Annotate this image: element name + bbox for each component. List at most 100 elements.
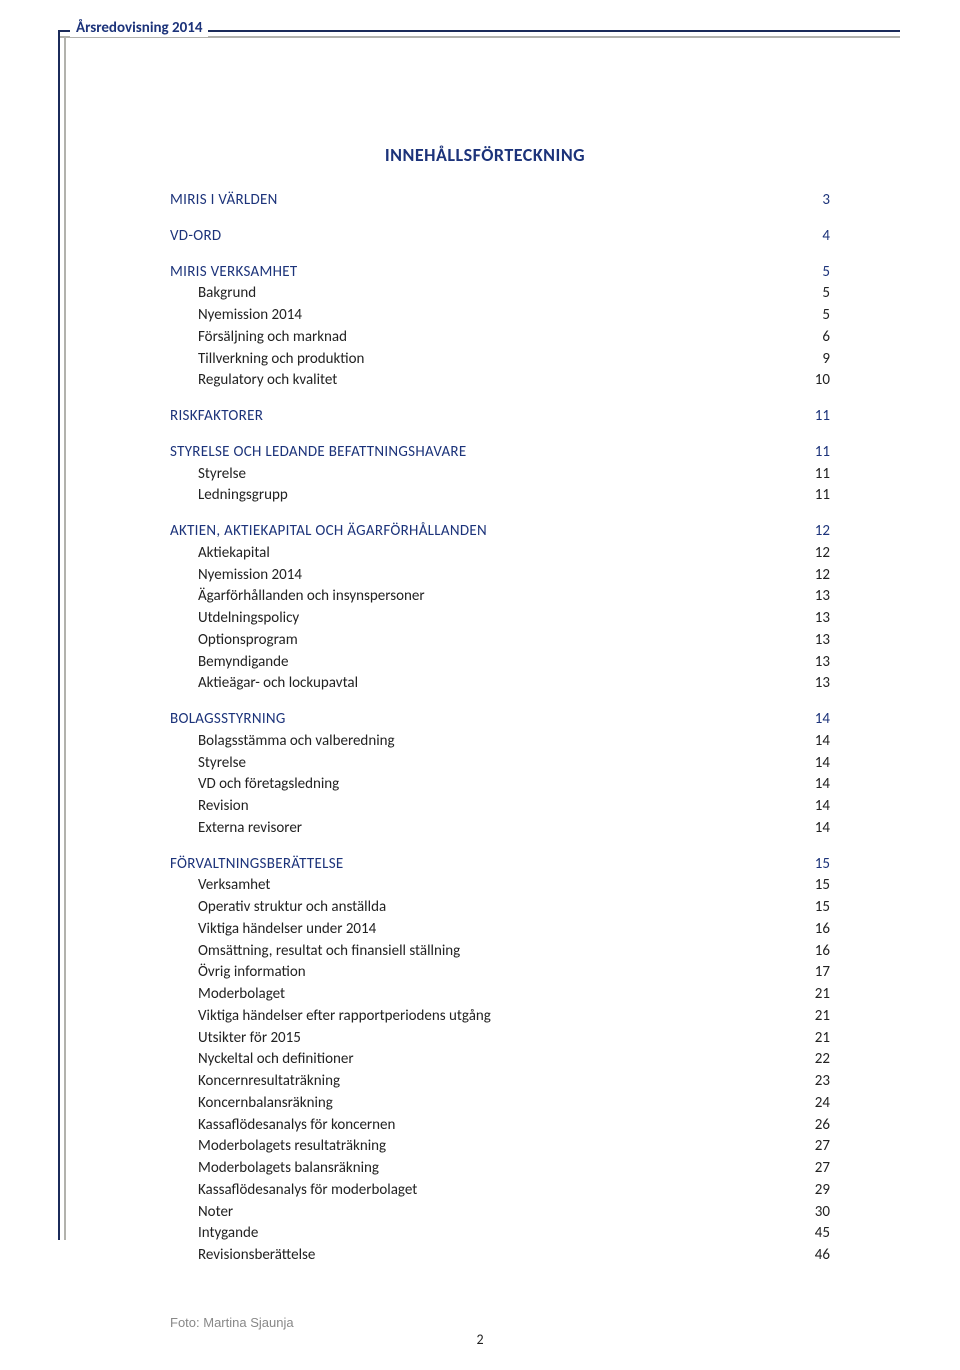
toc-item-row[interactable]: VD och företagsledning14	[170, 774, 830, 796]
toc-heading-label: VD-ORD	[170, 226, 794, 248]
toc-item-label: Bakgrund	[170, 283, 794, 305]
header-rule: Årsredovisning 2014	[58, 30, 900, 38]
toc-item-row[interactable]: Moderbolagets resultaträkning27	[170, 1136, 830, 1158]
toc-item-row[interactable]: Moderbolaget21	[170, 984, 830, 1006]
toc-item-label: Revisionsberättelse	[170, 1245, 794, 1267]
toc-heading-row[interactable]: RISKFAKTORER11	[170, 406, 830, 428]
toc-item-row[interactable]: Nyemission 201412	[170, 565, 830, 587]
toc-item-page: 30	[794, 1202, 830, 1224]
toc-item-row[interactable]: Revision14	[170, 796, 830, 818]
toc-item-row[interactable]: Utsikter för 201521	[170, 1028, 830, 1050]
page-number: 2	[0, 1331, 960, 1348]
toc-heading-label: FÖRVALTNINGSBERÄTTELSE	[170, 854, 794, 876]
toc-item-row[interactable]: Moderbolagets balansräkning27	[170, 1158, 830, 1180]
toc-item-page: 21	[794, 1006, 830, 1028]
toc-item-row[interactable]: Nyemission 20145	[170, 305, 830, 327]
toc-item-row[interactable]: Koncernbalansräkning24	[170, 1093, 830, 1115]
toc-item-label: Kassaflödesanalys för koncernen	[170, 1115, 794, 1137]
toc-item-page: 27	[794, 1158, 830, 1180]
toc-item-page: 13	[794, 630, 830, 652]
toc-item-label: Operativ struktur och anställda	[170, 897, 794, 919]
toc-item-page: 5	[794, 283, 830, 305]
toc-item-label: Nyemission 2014	[170, 305, 794, 327]
toc-heading-label: RISKFAKTORER	[170, 406, 794, 428]
toc-item-row[interactable]: Omsättning, resultat och finansiell stäl…	[170, 941, 830, 963]
toc-item-row[interactable]: Aktieägar- och lockupavtal13	[170, 673, 830, 695]
toc-heading-page: 4	[794, 226, 830, 248]
toc-item-row[interactable]: Aktiekapital12	[170, 543, 830, 565]
toc-item-row[interactable]: Ägarförhållanden och insynspersoner13	[170, 586, 830, 608]
toc-item-row[interactable]: Optionsprogram13	[170, 630, 830, 652]
toc-item-label: Koncernbalansräkning	[170, 1093, 794, 1115]
toc-item-page: 6	[794, 327, 830, 349]
toc-heading-row[interactable]: AKTIEN, AKTIEKAPITAL OCH ÄGARFÖRHÅLLANDE…	[170, 521, 830, 543]
toc-heading-row[interactable]: STYRELSE OCH LEDANDE BEFATTNINGSHAVARE11	[170, 442, 830, 464]
header-title: Årsredovisning 2014	[76, 19, 202, 37]
toc-item-row[interactable]: Noter30	[170, 1202, 830, 1224]
toc-item-page: 16	[794, 919, 830, 941]
toc-item-label: Koncernresultaträkning	[170, 1071, 794, 1093]
toc-heading-row[interactable]: BOLAGSSTYRNING14	[170, 709, 830, 731]
toc-item-page: 29	[794, 1180, 830, 1202]
toc-item-label: Aktieägar- och lockupavtal	[170, 673, 794, 695]
toc-item-label: Övrig information	[170, 962, 794, 984]
toc-item-label: Försäljning och marknad	[170, 327, 794, 349]
toc-item-row[interactable]: Koncernresultaträkning23	[170, 1071, 830, 1093]
toc-heading-row[interactable]: MIRIS VERKSAMHET5	[170, 262, 830, 284]
toc-item-page: 16	[794, 941, 830, 963]
toc-item-row[interactable]: Viktiga händelser under 201416	[170, 919, 830, 941]
toc-item-label: Utsikter för 2015	[170, 1028, 794, 1050]
toc-item-label: Bemyndigande	[170, 652, 794, 674]
toc-item-page: 9	[794, 349, 830, 371]
toc-item-label: Utdelningspolicy	[170, 608, 794, 630]
toc-item-page: 10	[794, 370, 830, 392]
toc-item-row[interactable]: Viktiga händelser efter rapportperiodens…	[170, 1006, 830, 1028]
toc-item-page: 15	[794, 897, 830, 919]
toc-item-row[interactable]: Operativ struktur och anställda15	[170, 897, 830, 919]
toc-item-label: Omsättning, resultat och finansiell stäl…	[170, 941, 794, 963]
toc-section: RISKFAKTORER11	[170, 406, 830, 428]
toc-heading-label: AKTIEN, AKTIEKAPITAL OCH ÄGARFÖRHÅLLANDE…	[170, 521, 794, 543]
photo-credit: Foto: Martina Sjaunja	[170, 1315, 830, 1330]
toc-item-row[interactable]: Ledningsgrupp11	[170, 485, 830, 507]
toc-item-row[interactable]: Övrig information17	[170, 962, 830, 984]
toc-item-label: Styrelse	[170, 753, 794, 775]
toc-item-label: Revision	[170, 796, 794, 818]
toc-item-row[interactable]: Regulatory och kvalitet10	[170, 370, 830, 392]
toc-heading-label: MIRIS I VÄRLDEN	[170, 190, 794, 212]
toc-item-row[interactable]: Utdelningspolicy13	[170, 608, 830, 630]
toc-heading-row[interactable]: FÖRVALTNINGSBERÄTTELSE15	[170, 854, 830, 876]
toc-item-row[interactable]: Kassaflödesanalys för koncernen26	[170, 1115, 830, 1137]
toc-item-row[interactable]: Kassaflödesanalys för moderbolaget29	[170, 1180, 830, 1202]
toc-item-row[interactable]: Intygande45	[170, 1223, 830, 1245]
toc-heading-page: 11	[794, 406, 830, 428]
toc-heading-page: 12	[794, 521, 830, 543]
header-title-wrap: Årsredovisning 2014	[70, 18, 208, 37]
toc-item-label: Kassaflödesanalys för moderbolaget	[170, 1180, 794, 1202]
toc-item-page: 27	[794, 1136, 830, 1158]
toc-item-label: Ledningsgrupp	[170, 485, 794, 507]
toc-item-row[interactable]: Tillverkning och produktion9	[170, 349, 830, 371]
toc-heading-row[interactable]: VD-ORD4	[170, 226, 830, 248]
rule-grey-left	[64, 36, 66, 1240]
toc-item-row[interactable]: Externa revisorer14	[170, 818, 830, 840]
toc-heading-row[interactable]: MIRIS I VÄRLDEN3	[170, 190, 830, 212]
toc-item-row[interactable]: Försäljning och marknad6	[170, 327, 830, 349]
toc-item-label: Optionsprogram	[170, 630, 794, 652]
toc: MIRIS I VÄRLDEN3 VD-ORD4 MIRIS VERKSAMHET5…	[170, 190, 830, 1267]
toc-heading-label: STYRELSE OCH LEDANDE BEFATTNINGSHAVARE	[170, 442, 794, 464]
toc-item-row[interactable]: Verksamhet15	[170, 875, 830, 897]
toc-section: VD-ORD4	[170, 226, 830, 248]
toc-item-page: 11	[794, 464, 830, 486]
toc-item-row[interactable]: Styrelse14	[170, 753, 830, 775]
toc-item-label: Moderbolagets balansräkning	[170, 1158, 794, 1180]
toc-heading-page: 11	[794, 442, 830, 464]
toc-item-row[interactable]: Bolagsstämma och valberedning14	[170, 731, 830, 753]
toc-item-row[interactable]: Bemyndigande13	[170, 652, 830, 674]
toc-item-label: Intygande	[170, 1223, 794, 1245]
toc-item-row[interactable]: Bakgrund5	[170, 283, 830, 305]
toc-item-row[interactable]: Nyckeltal och definitioner22	[170, 1049, 830, 1071]
toc-item-page: 46	[794, 1245, 830, 1267]
toc-item-row[interactable]: Revisionsberättelse46	[170, 1245, 830, 1267]
toc-item-row[interactable]: Styrelse11	[170, 464, 830, 486]
